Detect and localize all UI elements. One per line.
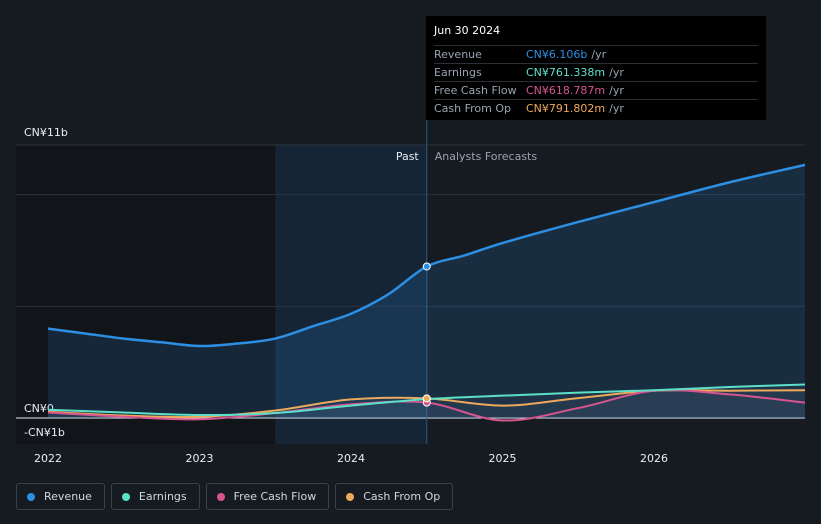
legend-label: Free Cash Flow [233, 490, 317, 503]
y-tick-label: CN¥0 [24, 402, 54, 415]
cash-from-op-marker [422, 394, 431, 403]
x-tick-label: 2024 [337, 452, 365, 465]
tooltip-unit: /yr [609, 102, 624, 115]
tooltip-label: Revenue [434, 48, 482, 61]
x-tick-label: 2026 [640, 452, 668, 465]
legend-item-revenue[interactable]: Revenue [16, 483, 105, 510]
legend-item-cash-from-op[interactable]: Cash From Op [335, 483, 454, 510]
dot-icon [346, 492, 355, 501]
tooltip-value: CN¥791.802m [526, 102, 606, 115]
tooltip-value: CN¥761.338m [526, 66, 606, 79]
tooltip-value: CN¥6.106b [526, 48, 588, 61]
tooltip-unit: /yr [609, 84, 624, 97]
legend-label: Earnings [138, 490, 187, 503]
x-tick-label: 2022 [34, 452, 62, 465]
tooltip-value: CN¥618.787m [526, 84, 606, 97]
forecast-label: Analysts Forecasts [435, 150, 538, 163]
x-tick-label: 2025 [489, 452, 517, 465]
legend-label: Cash From Op [363, 490, 441, 503]
revenue-marker [422, 262, 431, 271]
y-tick-label: -CN¥1b [24, 426, 65, 439]
tooltip-row-revenue: Revenue CN¥6.106b /yr [434, 45, 758, 63]
revenue-line [47, 163, 806, 348]
dot-icon [216, 492, 225, 501]
tooltip-unit: /yr [609, 66, 624, 79]
tooltip-label: Free Cash Flow [434, 84, 517, 97]
y-tick-label: CN¥11b [24, 126, 68, 139]
legend-item-earnings[interactable]: Earnings [110, 483, 200, 510]
tooltip-row-earnings: Earnings CN¥761.338m /yr [434, 63, 758, 81]
tooltip-unit: /yr [591, 48, 607, 61]
tooltip-row-free-cash-flow: Free Cash Flow CN¥618.787m /yr [434, 81, 758, 99]
dot-icon [27, 492, 35, 501]
revenue-area [48, 164, 805, 418]
tooltip-date: Jun 30 2024 [434, 24, 501, 37]
legend-label: Revenue [44, 490, 92, 503]
legend-item-free-cash-flow[interactable]: Free Cash Flow [205, 483, 330, 510]
past-label: Past [396, 150, 420, 163]
tooltip-label: Cash From Op [434, 102, 512, 115]
x-tick-label: 2023 [186, 452, 214, 465]
tooltip-row-cash-from-op: Cash From Op CN¥791.802m /yr [434, 99, 758, 117]
dot-icon [121, 492, 130, 501]
legend: Revenue Earnings Free Cash Flow Cash Fro… [16, 483, 454, 510]
tooltip: Jun 30 2024 Revenue CN¥6.106b /yr Earnin… [426, 16, 766, 120]
tooltip-label: Earnings [434, 66, 482, 79]
